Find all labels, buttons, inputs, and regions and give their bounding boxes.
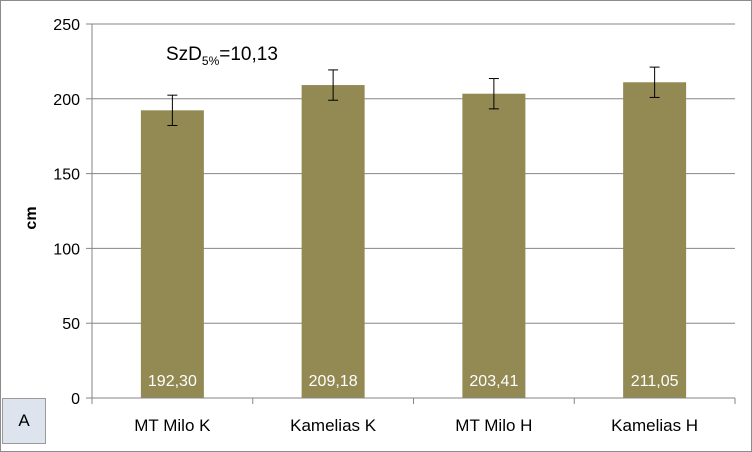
y-tick-label: 150 — [53, 167, 80, 184]
bar — [623, 82, 687, 399]
annotation-prefix: SzD — [166, 44, 202, 65]
x-tick-label: Kamelias H — [611, 416, 698, 435]
x-tick-label: MT Milo H — [455, 416, 532, 435]
annotation-subscript: 5% — [202, 54, 220, 68]
panel-label: A — [2, 398, 46, 444]
bars: 192,30 209,18 203,41 211,05 — [140, 66, 687, 399]
y-tick-label: 50 — [62, 316, 80, 333]
significance-annotation: SzD5%=10,13 — [166, 44, 278, 68]
x-tick-label: MT Milo K — [134, 416, 211, 435]
y-tick-label: 0 — [71, 391, 80, 408]
bar-value-label: 211,05 — [631, 373, 679, 390]
y-axis-ticks: 0 50 100 150 200 250 — [53, 17, 92, 408]
bar-value-label: 192,30 — [148, 373, 197, 390]
bar — [301, 85, 365, 399]
y-axis-label: cm — [23, 206, 40, 229]
y-tick-label: 200 — [53, 92, 80, 109]
bar — [140, 110, 204, 398]
annotation-suffix: =10,13 — [219, 44, 278, 65]
bar-value-label: 209,18 — [309, 373, 358, 390]
y-tick-label: 100 — [53, 241, 80, 258]
bar-value-label: 203,41 — [469, 373, 518, 390]
bar — [462, 93, 526, 398]
y-tick-label: 250 — [53, 17, 80, 34]
x-axis-ticks: MT Milo K Kamelias K MT Milo H Kamelias H — [91, 398, 736, 435]
x-tick-label: Kamelias K — [290, 416, 377, 435]
